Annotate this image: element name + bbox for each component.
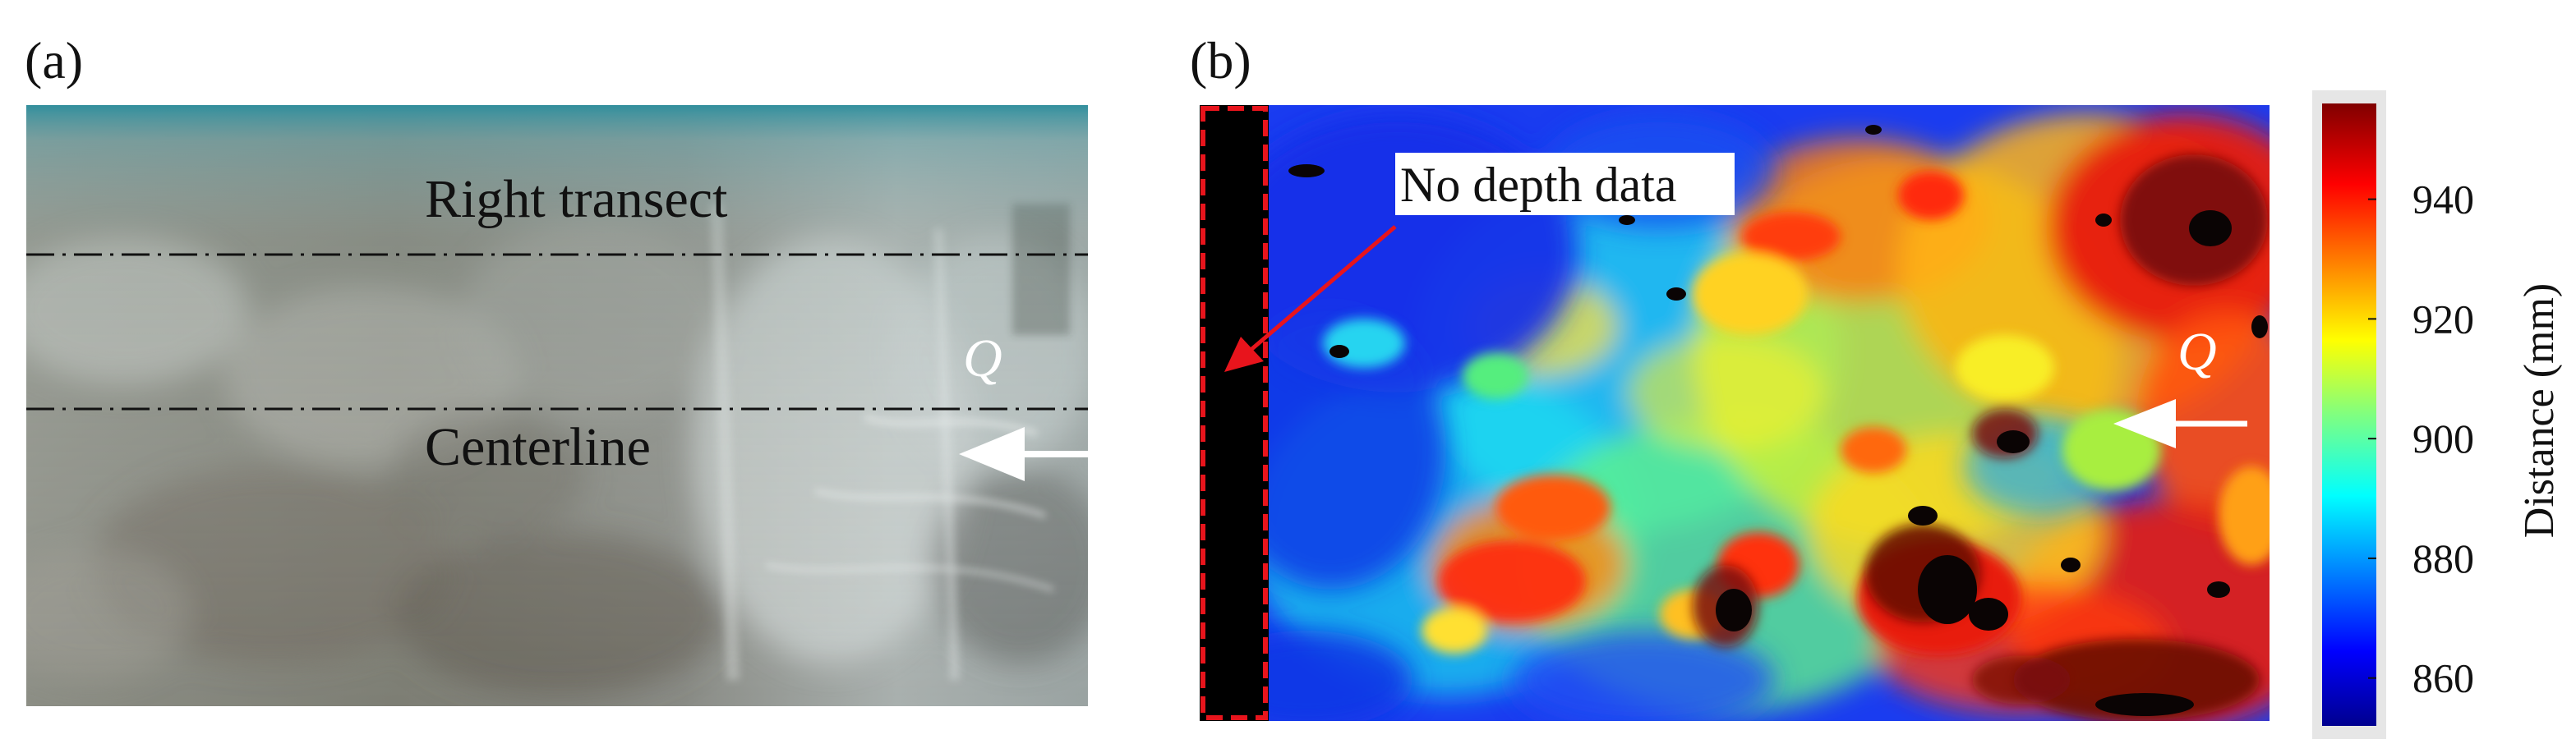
- colorbar-tick-label: 940: [2412, 177, 2474, 223]
- colorbar-tick-label: 860: [2412, 655, 2474, 701]
- panel-b-label: (b): [1190, 31, 1251, 90]
- left-arrow-icon: [2113, 399, 2247, 448]
- left-arrow-icon: [959, 427, 1088, 481]
- no-depth-data-box: [1200, 106, 1268, 720]
- no-depth-data-label-box: [1395, 153, 1735, 215]
- right-transect-label: Right transect: [425, 169, 727, 229]
- no-depth-data-label: No depth data: [1400, 158, 1677, 212]
- colorbar-tick-label: 880: [2412, 535, 2474, 581]
- colorbar-tick-label: 920: [2412, 296, 2474, 342]
- centerline-label: Centerline: [425, 417, 651, 477]
- down-left-arrow-icon: [1224, 225, 1397, 372]
- flow-symbol-a: Q: [963, 328, 1002, 388]
- flow-symbol-b: Q: [2177, 322, 2217, 382]
- depth-distance-map: No depth data Q: [1200, 105, 2270, 721]
- panel-a-label: (a): [25, 31, 84, 90]
- colorbar: 940 920 900 880 860 Distance (mm): [2312, 90, 2563, 739]
- no-depth-data-region: [1200, 105, 1269, 721]
- flume-photograph: Right transect Centerline Q: [26, 105, 1088, 706]
- colorbar-gradient: [2322, 103, 2376, 726]
- colorbar-title: Distance (mm): [2516, 283, 2563, 538]
- colorbar-tick-label: 900: [2412, 416, 2474, 461]
